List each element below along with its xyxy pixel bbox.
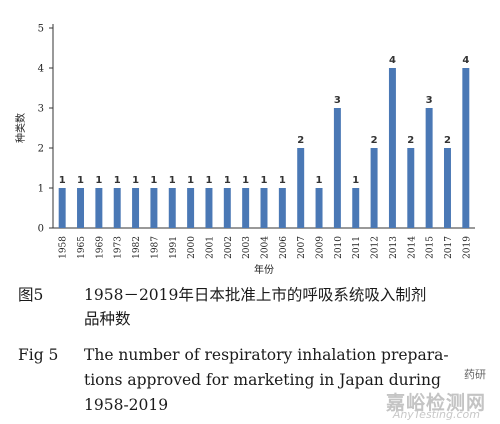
y-tick-label: 1	[38, 184, 44, 195]
x-tick-label-1973: 1973	[114, 236, 124, 259]
x-tick-label-2012: 2012	[371, 236, 381, 259]
y-tick-label: 2	[38, 144, 44, 155]
bar-1958	[58, 188, 66, 228]
x-tick-label-2000: 2000	[187, 236, 197, 259]
bar-2007	[297, 148, 305, 228]
x-tick-label-2006: 2006	[279, 236, 289, 259]
bar-2004	[260, 188, 268, 228]
bar-2012	[370, 148, 378, 228]
data-label-2019: 4	[462, 55, 469, 66]
caption-text-en-line2: tions approved for marketing in Japan du…	[84, 371, 441, 389]
y-tick-label: 5	[38, 24, 44, 35]
data-label-1991: 1	[169, 175, 176, 186]
bar-2000	[187, 188, 195, 228]
x-tick-label-2010: 2010	[334, 236, 344, 259]
bar-1991	[168, 188, 176, 228]
x-tick-label-2017: 2017	[444, 236, 454, 259]
x-tick-label-1958: 1958	[59, 236, 69, 259]
x-tick-label-2015: 2015	[426, 236, 436, 259]
data-label-2009: 1	[316, 175, 323, 186]
data-label-1969: 1	[95, 175, 102, 186]
x-tick-label-2014: 2014	[407, 236, 417, 259]
data-label-2003: 1	[242, 175, 249, 186]
caption-label-zh: 图5	[18, 286, 44, 304]
figure-caption-chinese: 图5 1958－2019年日本批准上市的呼吸系统吸入制剂	[18, 283, 426, 307]
caption-text-en-line3: 1958-2019	[84, 396, 169, 414]
x-tick-label-1965: 1965	[77, 236, 87, 259]
y-tick-label: 4	[38, 64, 44, 75]
x-tick-label-2019: 2019	[462, 236, 472, 259]
data-label-2006: 1	[279, 175, 286, 186]
x-tick-label-2001: 2001	[205, 236, 215, 259]
bar-1987	[150, 188, 158, 228]
data-label-2015: 3	[426, 95, 433, 106]
bar-1973	[113, 188, 121, 228]
data-label-2017: 2	[444, 135, 451, 146]
x-tick-label-2011: 2011	[352, 236, 362, 259]
x-tick-label-1982: 1982	[132, 236, 142, 259]
bar-2019	[462, 68, 470, 228]
caption-text-zh-line2: 品种数	[84, 310, 131, 328]
data-label-2013: 4	[389, 55, 396, 66]
bar-2010	[333, 108, 341, 228]
data-label-2014: 2	[407, 135, 414, 146]
bar-1965	[77, 188, 85, 228]
caption-label-en: Fig 5	[18, 346, 59, 364]
bar-2003	[242, 188, 250, 228]
x-tick-label-2007: 2007	[297, 236, 307, 259]
data-label-2002: 1	[224, 175, 231, 186]
figure-caption-english: Fig 5 The number of respiratory inhalatio…	[18, 343, 449, 367]
data-label-2012: 2	[371, 135, 378, 146]
y-tick-label: 0	[38, 224, 44, 235]
bar-2006	[278, 188, 286, 228]
bar-2014	[407, 148, 415, 228]
bar-2017	[443, 148, 451, 228]
x-tick-label-2003: 2003	[242, 236, 252, 259]
bar-2009	[315, 188, 323, 228]
data-label-2010: 3	[334, 95, 341, 106]
y-tick-label: 3	[38, 104, 44, 115]
x-tick-label-2013: 2013	[389, 236, 399, 259]
x-axis-label: 年份	[254, 263, 274, 276]
caption-text-zh-line1: 1958－2019年日本批准上市的呼吸系统吸入制剂	[84, 286, 427, 304]
bar-2001	[205, 188, 213, 228]
bar-1969	[95, 188, 103, 228]
watermark-url: AnyTesting.com	[392, 408, 480, 421]
watermark-logo-text: 嘉峪检测网	[385, 392, 486, 414]
x-tick-label-1969: 1969	[95, 236, 105, 259]
bar-2013	[388, 68, 396, 228]
data-label-2001: 1	[205, 175, 212, 186]
data-label-2004: 1	[261, 175, 268, 186]
bar-2002	[223, 188, 231, 228]
data-label-1965: 1	[77, 175, 84, 186]
x-tick-label-2004: 2004	[261, 236, 271, 259]
chart-x-tick-labels: 1958 1965 1969 1973 1982 1987 1991 2000 2001 2002…	[59, 236, 473, 259]
data-label-1973: 1	[114, 175, 121, 186]
data-label-1987: 1	[150, 175, 157, 186]
x-tick-label-1991: 1991	[169, 236, 179, 259]
data-label-1982: 1	[132, 175, 139, 186]
caption-text-en-line1: The number of respiratory inhalation pre…	[84, 346, 449, 364]
chart-y-tick-labels: 0 1 2 3 4 5	[38, 24, 44, 235]
x-tick-label-2002: 2002	[224, 236, 234, 259]
data-label-2000: 1	[187, 175, 194, 186]
x-tick-label-1987: 1987	[150, 236, 160, 259]
chart-bars	[58, 68, 470, 228]
watermark-tag: 药研	[464, 368, 486, 381]
x-tick-label-2009: 2009	[316, 236, 326, 259]
bar-2011	[352, 188, 360, 228]
data-label-2007: 2	[297, 135, 304, 146]
bar-2015	[425, 108, 433, 228]
data-label-1958: 1	[59, 175, 66, 186]
y-axis-label: 种类数	[14, 113, 27, 143]
data-label-2011: 1	[352, 175, 359, 186]
bar-1982	[132, 188, 140, 228]
